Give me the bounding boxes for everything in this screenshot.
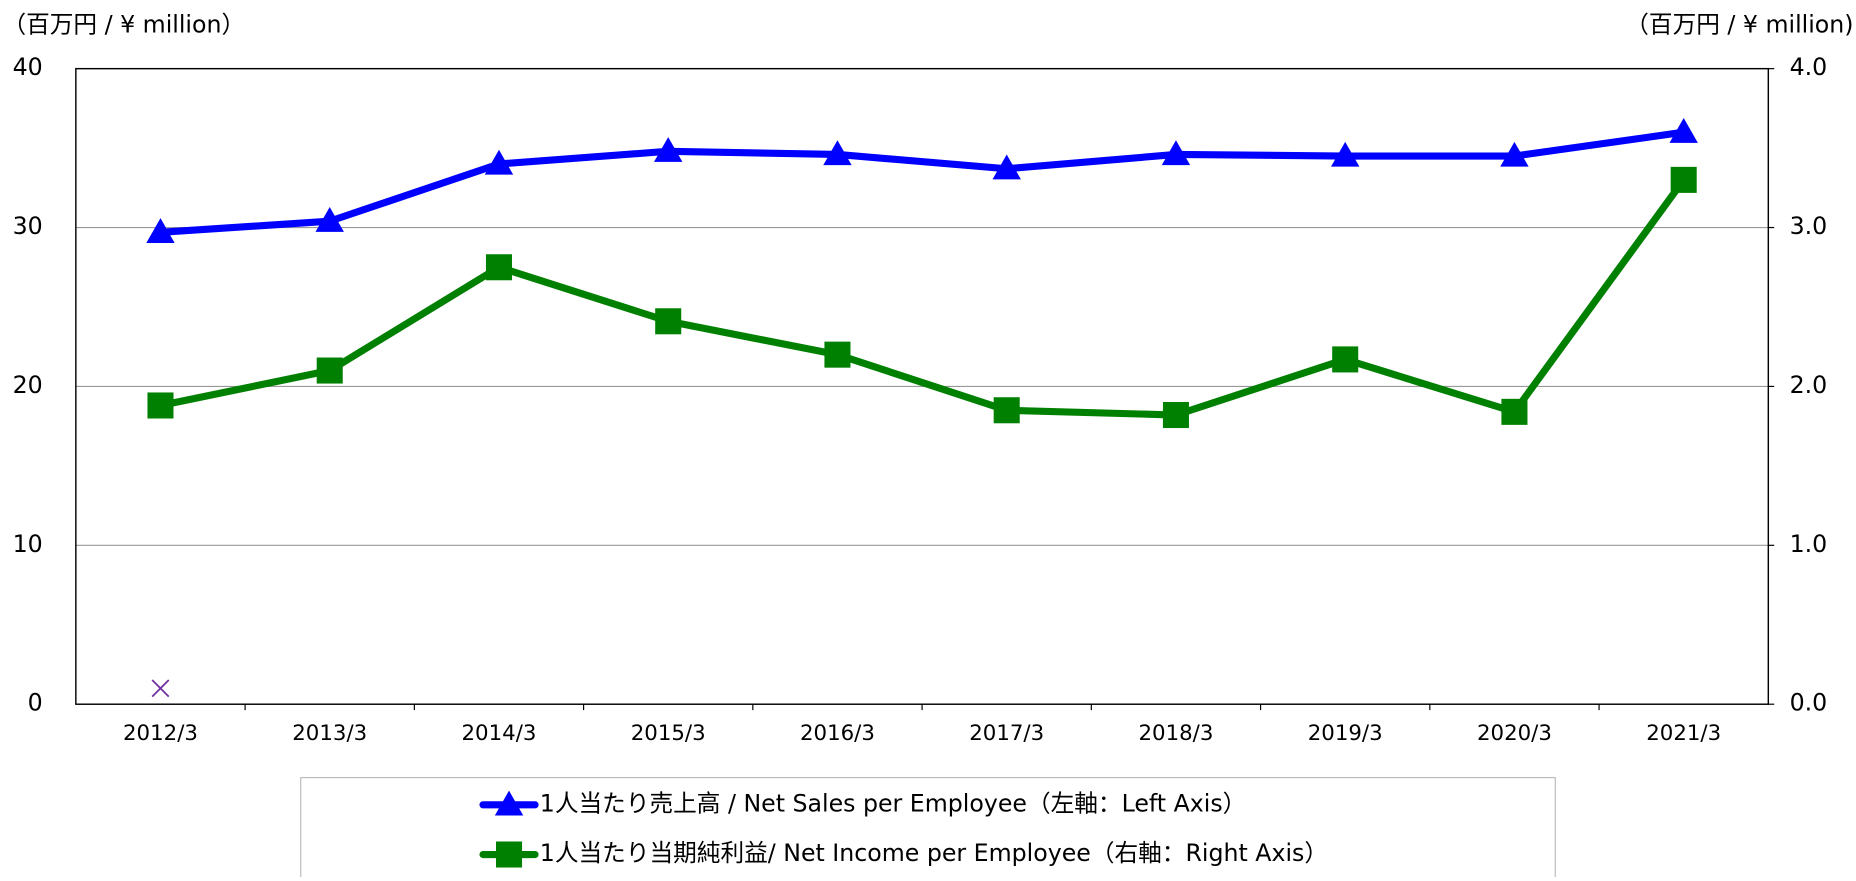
series-line xyxy=(159,177,1687,419)
x-tick-label: 2013/3 xyxy=(292,721,367,746)
data-point xyxy=(316,357,343,384)
data-point xyxy=(1669,117,1698,143)
data-point xyxy=(1670,166,1697,193)
x-tick-label: 2020/3 xyxy=(1477,721,1552,746)
legend-marker xyxy=(496,841,523,868)
data-point xyxy=(147,392,174,419)
y2-tick-label: 0.0 xyxy=(1790,689,1828,717)
data-point xyxy=(823,140,852,166)
data-point xyxy=(151,679,170,698)
x-tick-label: 2015/3 xyxy=(631,721,706,746)
legend-label: 1人当たり当期純利益/ Net Income per Employee（右軸：R… xyxy=(540,839,1328,867)
data-point xyxy=(484,149,514,175)
data-point xyxy=(1332,346,1359,373)
x-tick-label: 2017/3 xyxy=(969,721,1044,746)
x-tick-label: 2016/3 xyxy=(800,721,875,746)
data-point xyxy=(654,137,683,162)
legend-marker xyxy=(494,790,524,816)
data-point xyxy=(146,218,175,243)
data-point xyxy=(315,206,344,232)
x-tick-label: 2014/3 xyxy=(461,721,536,746)
x-tick-label: 2021/3 xyxy=(1646,721,1721,746)
data-point xyxy=(1501,398,1528,425)
data-point xyxy=(655,308,682,335)
data-point xyxy=(1330,141,1360,167)
series-line xyxy=(160,128,1685,236)
data-point xyxy=(1500,141,1529,167)
x-tick-label: 2018/3 xyxy=(1138,721,1213,746)
data-point xyxy=(485,254,512,281)
y-tick-label: 20 xyxy=(13,371,43,399)
y2-tick-label: 4.0 xyxy=(1790,53,1828,81)
y-tick-label: 40 xyxy=(13,53,43,81)
data-point xyxy=(993,397,1020,424)
y-tick-label: 0 xyxy=(28,689,43,717)
y-tick-label: 10 xyxy=(13,530,43,558)
y-axis-label: （百万円 / ¥ million） xyxy=(2,11,245,39)
x-tick-label: 2019/3 xyxy=(1308,721,1383,746)
y-tick-label: 30 xyxy=(13,212,43,240)
y2-tick-label: 3.0 xyxy=(1790,212,1828,240)
y2-tick-label: 1.0 xyxy=(1790,530,1828,558)
y2-tick-label: 2.0 xyxy=(1790,371,1828,399)
y2-axis-label: （百万円 / ¥ million) xyxy=(1625,11,1853,39)
data-point xyxy=(824,341,851,368)
x-tick-label: 2012/3 xyxy=(123,721,198,746)
data-point xyxy=(992,154,1021,180)
data-point xyxy=(1162,402,1189,429)
legend-label: 1人当たり売上高 / Net Sales per Employee（左軸：Lef… xyxy=(540,789,1247,817)
data-point xyxy=(1161,140,1191,166)
